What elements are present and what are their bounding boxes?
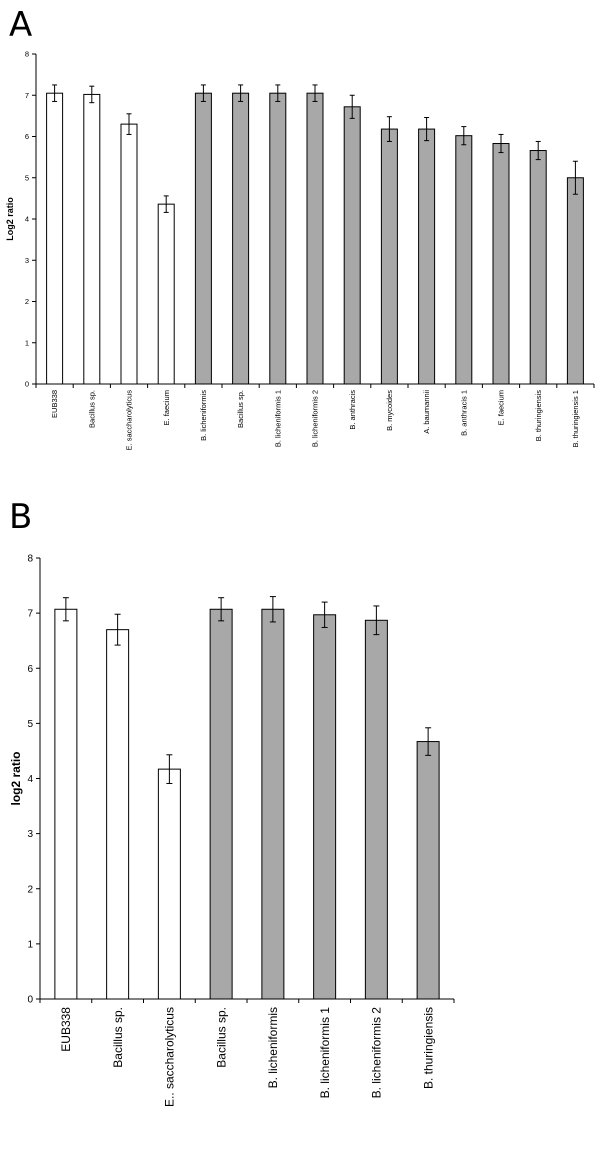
y-tick-label: 4 bbox=[27, 774, 33, 785]
category-label: B. anthracis bbox=[348, 390, 357, 430]
bar bbox=[46, 92, 64, 385]
y-tick-label: 0 bbox=[27, 995, 33, 1006]
y-tick-label: 2 bbox=[25, 297, 29, 306]
category-label: Bacillus sp. bbox=[111, 1007, 125, 1068]
bar bbox=[269, 92, 287, 385]
y-tick-label: 0 bbox=[25, 380, 29, 389]
y-tick-label: 3 bbox=[25, 256, 29, 265]
category-label: B. licheniformis 1 bbox=[273, 390, 282, 447]
bar bbox=[194, 92, 212, 385]
bar bbox=[209, 608, 233, 1000]
bar bbox=[313, 614, 337, 1000]
category-label: Bacillus sp. bbox=[236, 390, 245, 428]
bar bbox=[157, 768, 181, 1000]
category-label: B. thuringiensis 1 bbox=[571, 390, 580, 448]
category-label: Bacillus sp. bbox=[214, 1007, 228, 1068]
bar bbox=[364, 619, 388, 1000]
category-label: Bacillus sp. bbox=[87, 390, 96, 428]
category-label: B. licheniformis 1 bbox=[318, 1007, 332, 1099]
category-label: E. saccharolyticus bbox=[125, 390, 134, 451]
bar bbox=[306, 92, 324, 385]
category-label: EUB338 bbox=[59, 1007, 73, 1052]
bar bbox=[54, 608, 78, 1000]
category-label: B. licheniformis 2 bbox=[311, 390, 320, 447]
category-label: E. faecium bbox=[497, 390, 506, 425]
panel-b-letter: B bbox=[9, 497, 33, 537]
bar bbox=[261, 608, 285, 1000]
category-label: B. licheniformis bbox=[199, 390, 208, 441]
bar bbox=[455, 135, 473, 385]
category-label: EUB338 bbox=[50, 390, 59, 418]
category-label: A. baumannii bbox=[422, 390, 431, 434]
bar bbox=[120, 123, 138, 385]
bar bbox=[529, 150, 547, 385]
category-label: B. mycoides bbox=[385, 390, 394, 431]
bar bbox=[566, 177, 584, 385]
category-label: B. licheniformis bbox=[266, 1007, 280, 1088]
y-tick-label: 4 bbox=[25, 215, 29, 224]
y-axis-label: log2 ratio bbox=[9, 751, 23, 805]
panel-a-letter: A bbox=[9, 5, 33, 45]
y-tick-label: 8 bbox=[27, 554, 33, 565]
chart-panel-b: 0 1 2 3 4 5 6 7 8 log2 ratio EUB338 Bacillus sp. E..… bbox=[9, 554, 455, 1107]
bar bbox=[380, 128, 398, 385]
category-label: B. thuringiensis bbox=[421, 1007, 435, 1089]
bar bbox=[83, 93, 101, 385]
y-axis-label: Log2 ratio bbox=[5, 197, 15, 241]
category-label: E.. saccharolyticus bbox=[163, 1007, 177, 1107]
y-tick-label: 5 bbox=[25, 173, 29, 182]
category-label: B. anthracis 1 bbox=[459, 390, 468, 436]
y-tick-label: 3 bbox=[27, 829, 33, 840]
bar bbox=[492, 143, 510, 385]
y-tick-label: 8 bbox=[25, 50, 29, 59]
category-label: B. licheniformis 2 bbox=[370, 1007, 384, 1099]
y-tick-label: 2 bbox=[27, 884, 33, 895]
bar bbox=[106, 629, 130, 1000]
bar bbox=[416, 741, 440, 1000]
y-tick-label: 1 bbox=[27, 939, 33, 950]
y-tick-label: 7 bbox=[25, 91, 29, 100]
bar bbox=[157, 203, 175, 385]
y-tick-label: 5 bbox=[27, 719, 33, 730]
bar bbox=[343, 106, 361, 385]
bar bbox=[418, 128, 436, 385]
y-tick-label: 6 bbox=[27, 664, 33, 675]
category-label: B. thuringiensis bbox=[534, 390, 543, 442]
bar bbox=[232, 92, 250, 385]
chart-panel-a: 0 1 2 3 4 5 6 7 8 Log2 ratio EUB338 Bacillus sp. E. … bbox=[5, 50, 595, 451]
category-label: E. faecium bbox=[162, 390, 171, 425]
y-tick-label: 1 bbox=[25, 338, 29, 347]
y-tick-label: 7 bbox=[27, 609, 33, 620]
y-tick-label: 6 bbox=[25, 132, 29, 141]
